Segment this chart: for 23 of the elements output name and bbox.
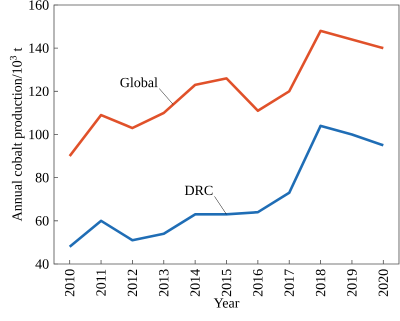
y-tick-label: 40 [35, 259, 49, 269]
x-tick-label: 2014 [190, 269, 200, 296]
x-tick-label: 2018 [316, 269, 326, 296]
x-tick-label: 2020 [378, 269, 388, 296]
series-label: Global [120, 77, 158, 88]
x-tick-label: 2010 [64, 269, 74, 296]
y-tick-label: 60 [36, 216, 49, 226]
x-tick-label: 2019 [347, 269, 357, 296]
y-tick-label: 80 [36, 172, 49, 182]
series-label: DRC [184, 186, 212, 196]
y-tick-label: 100 [29, 130, 49, 140]
y-tick-label: 120 [29, 86, 49, 96]
y-tick-label: 160 [29, 0, 49, 10]
x-tick-label: 2016 [253, 269, 263, 296]
x-axis-title: Year [214, 298, 240, 308]
x-tick-label: 2013 [159, 269, 168, 296]
x-tick-label: 2017 [284, 269, 294, 296]
y-tick-label: 140 [29, 43, 49, 53]
x-tick-label: 2012 [128, 270, 138, 296]
x-tick-label: 2011 [96, 270, 106, 296]
line-series [68, 124, 385, 248]
x-tick-label: 2015 [222, 269, 232, 296]
y-axis-title: Annual cobalt production/10$^{3}$ t [10, 48, 25, 222]
